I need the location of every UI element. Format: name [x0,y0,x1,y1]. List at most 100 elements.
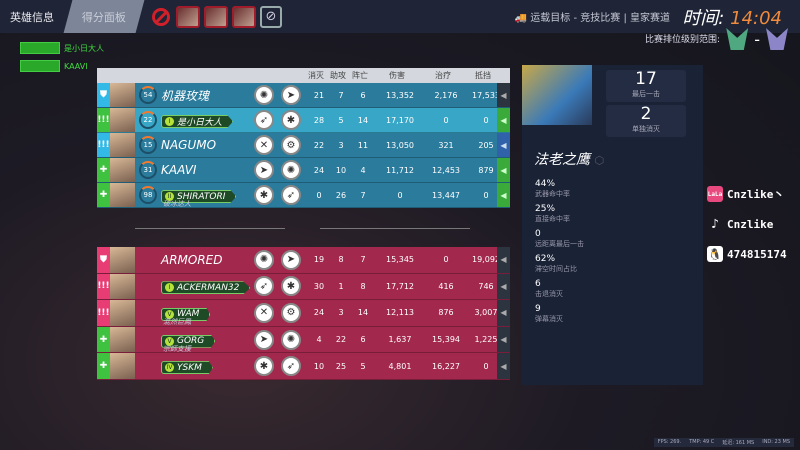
speaker-icon[interactable]: ◀ [497,300,510,326]
player-name-cell[interactable]: V WAM 混然巨鳳 [161,305,254,326]
speaker-icon[interactable]: ◀ [497,353,510,379]
player-row[interactable]: ⛊ ARMORED ✺ ➤ 19 8 7 15,345 0 19,092 ◀ [97,247,510,274]
match-timer: 时间: 14:04 [682,4,782,30]
ability-icon: ⚙ [281,302,301,323]
stat-cell: 0 [443,115,449,125]
player-name: ARMORED [161,252,223,267]
player-row[interactable]: ✚ 31 KAAVI ➤ ✺ 24 10 4 11,712 12,453 879 ◀ [97,158,510,183]
player-name: WAM [177,309,200,320]
support-role-icon: ✚ [97,353,110,379]
microphone-icon[interactable]: ◀ [497,108,510,132]
player-row[interactable]: ⛊ 54 机器玫瑰 ✺ ➤ 21 7 6 13,352 2,176 17,533 ◀ [97,83,510,108]
col-eliminations: 消灭 [308,71,324,80]
player-name-cell[interactable]: I ACKERMAN32 [161,278,254,295]
player-name-cell[interactable]: 机器玫瑰 [161,87,254,104]
stat-cell: 0 [483,115,489,125]
stat-label: 单独消灭 [632,125,660,133]
banned-hero-portrait [204,5,228,28]
col-healing: 治疗 [435,71,451,80]
ability-icon: ✱ [281,276,301,297]
rank-separator: - [754,29,760,49]
player-row[interactable]: !!! I ACKERMAN32 ➶ ✱ 30 1 8 17,712 416 746 ◀ [97,273,510,301]
endorsement-badge: V [165,336,174,346]
player-row[interactable]: !!! 22 I 是小日大人 ➶ ✱ 28 5 14 17,170 0 0 ◀ [97,108,510,133]
rank-emblem-icon [726,28,749,50]
player-level: 31 [139,161,157,179]
player-name: 机器玫瑰 [161,88,210,103]
player-name-cell[interactable]: ARMORED [161,253,254,267]
hero-stat: 44% 武器命中率 [535,179,584,199]
tab-label: 得分面板 [82,10,126,24]
speaker-icon[interactable]: ◀ [497,133,510,157]
speaker-icon[interactable]: ◀ [497,183,510,207]
stat-cell: 4,801 [388,361,412,371]
player-name-cell[interactable]: NAGUMO [161,138,254,152]
game-mode: 🚚 运载目标 - 竞技比赛 | 皇家赛道 [515,9,670,24]
player-row[interactable]: !!! V WAM 混然巨鳳 ✕ ⚙ 24 3 14 12,113 876 3,007 ◀ [97,300,510,327]
stat-cell: 22 [313,140,325,150]
perf-stats: FPS: 269. TMP: 49 C 延迟: 161 MS IND: 23 M… [653,438,794,447]
no-ban-icon: ⊘ [260,5,282,28]
player-row[interactable]: !!! 15 NAGUMO ✕ ⚙ 22 3 11 13,050 321 205 ◀ [97,133,510,158]
player-title: 破冰达人 [163,200,191,208]
stat-cell: 16,227 [432,361,460,371]
stat-cell: 5 [360,361,366,371]
stat-cell: 1,637 [388,335,412,345]
stat-cell: 12,453 [432,165,460,175]
speaker-icon[interactable]: ◀ [497,83,510,107]
player-tag: II SHIRATORI [161,190,237,203]
player-name-cell[interactable]: V GORG 宗師支援 [161,332,254,353]
stat-cell: 4 [316,335,322,345]
player-name-cell[interactable]: KAAVI [161,163,254,177]
ability-icon: ➤ [254,160,274,180]
ability-icon: ➶ [254,276,274,297]
hero-portrait [110,133,135,157]
player-level: 54 [139,86,157,104]
player-name: NAGUMO [161,138,217,152]
stat-cell: 0 [397,190,403,200]
damage-role-icon: !!! [97,108,110,132]
player-row[interactable]: ✚ 98 II SHIRATORI 破冰达人 ✱ ➶ 0 26 7 0 13,447 0 ◀ [97,183,510,208]
banned-hero-portrait [232,5,256,28]
speaker-icon[interactable]: ◀ [497,247,510,273]
endorsement-badge: I [165,283,174,293]
ability-icon: ✱ [254,185,274,205]
player-name-cell[interactable]: I 是小日大人 [161,112,254,128]
scoreboard-header: 消灭 助攻 阵亡 伤害 治疗 抵挡 [97,68,510,83]
player-title: 宗師支援 [163,344,191,353]
stat-value: 17 [635,69,657,89]
player-name: KAAVI [161,163,197,177]
stat-cell: 2,176 [434,90,458,100]
speaker-icon[interactable]: ◀ [497,273,510,300]
endorsement-badge: V [165,309,174,319]
stat-cell: 25 [335,361,347,371]
stat-value: 25% [535,204,556,214]
ability-icon: ✺ [254,85,274,105]
ability-icon: ➤ [281,249,301,270]
hero-portrait [110,300,135,326]
stat-cell: 10 [313,361,325,371]
player-name-cell[interactable]: II SHIRATORI 破冰达人 [161,187,254,208]
player-tag: I ACKERMAN32 [161,281,251,295]
stat-cell: 28 [313,115,325,125]
speaker-icon[interactable]: ◀ [497,158,510,182]
player-row[interactable]: ✚ V GORG 宗師支援 ➤ ✺ 4 22 6 1,637 15,394 1,225 ◀ [97,326,510,354]
mode-text: 运载目标 - 竞技比赛 | 皇家赛道 [530,13,670,24]
stat-cell: 8 [360,281,366,291]
stat-cell: 0 [483,190,489,200]
payload-icon: 🚚 [514,13,531,24]
tab-scoreboard[interactable]: 得分面板 [63,0,145,33]
stat-cell: 876 [438,308,454,318]
hero-portrait [110,326,135,353]
stat-value: 62% [535,254,556,264]
hero-portrait [110,108,135,132]
rank-emblem-icon [766,28,788,50]
speaker-icon[interactable]: ◀ [497,326,510,353]
player-row[interactable]: ✚ IV YSKM ✱ ➶ 10 25 5 4,801 16,227 0 ◀ [97,353,510,380]
player-name-cell[interactable]: IV YSKM [161,358,254,375]
stat-cell: 0 [316,190,322,200]
tab-hero-info[interactable]: 英雄信息 [10,10,54,24]
stat-cell: 1 [338,281,344,291]
social-qq: 🐧 474815174 [707,246,787,262]
player-name: 是小日大人 [177,118,223,128]
